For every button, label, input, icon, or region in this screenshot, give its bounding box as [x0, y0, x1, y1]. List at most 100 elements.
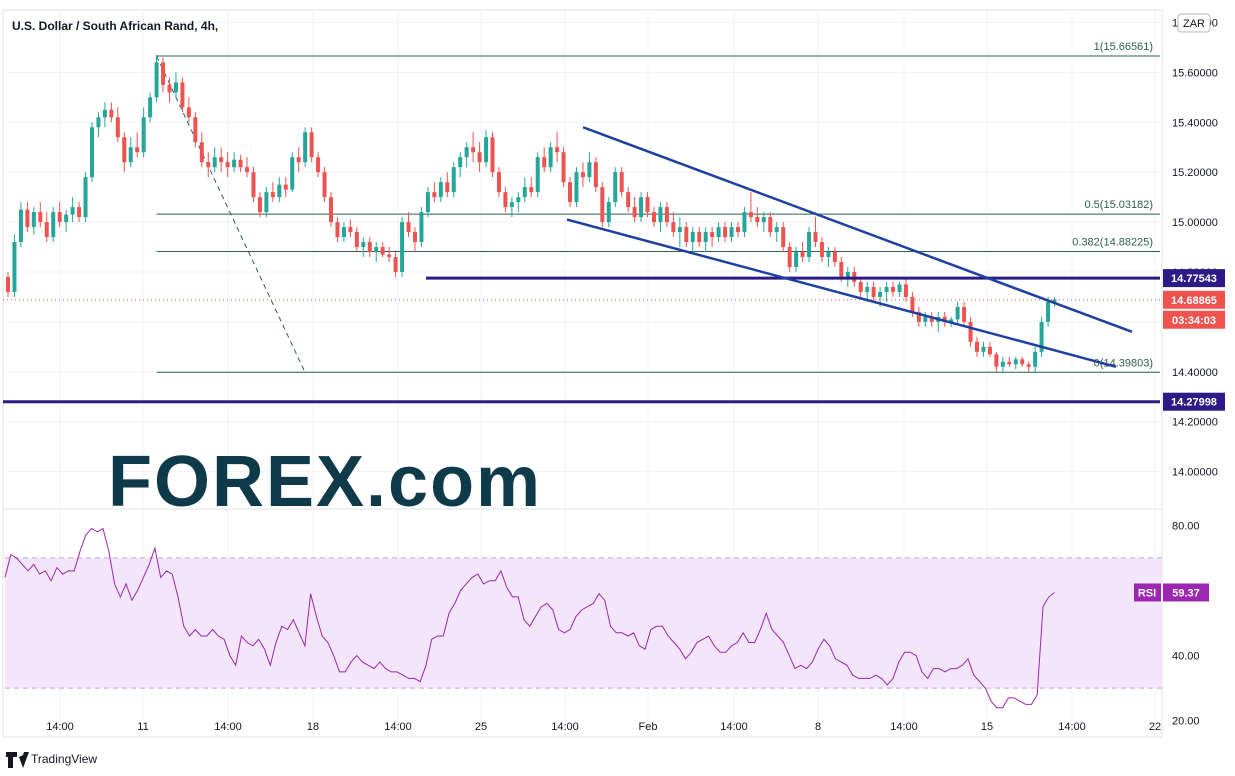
fib-level-label: 0(14.39803)	[1094, 357, 1153, 369]
fibonacci-retracement: 1(15.66561) 0.5(15.03182) 0.382(14.88225) 0…	[156, 41, 1160, 373]
candle-body	[949, 319, 954, 322]
time-tick-label: 11	[137, 721, 148, 733]
candle-body	[161, 62, 166, 85]
candle-body	[44, 222, 49, 238]
currency-badge-box[interactable]	[1177, 13, 1211, 33]
candle-body	[251, 172, 256, 198]
candle-body	[458, 157, 463, 168]
candle-body	[18, 209, 23, 243]
candle-body	[619, 172, 624, 193]
candle-body	[716, 227, 721, 238]
rsi-band	[5, 557, 1162, 689]
candle-body	[154, 62, 159, 98]
candle-body	[774, 227, 779, 233]
candle-body	[884, 286, 889, 292]
fib-level-label: 0.5(15.03182)	[1085, 199, 1154, 211]
candle-body	[639, 197, 644, 218]
candle-body	[393, 257, 398, 272]
candle-body	[25, 209, 30, 228]
candle-body	[671, 222, 676, 233]
candle-body	[723, 227, 728, 238]
candle-body	[987, 346, 992, 355]
candle-body	[871, 286, 876, 297]
candle-body	[548, 147, 553, 168]
candle-body	[555, 147, 560, 153]
time-tick-label: 14:00	[720, 721, 748, 733]
candle-body	[781, 227, 786, 248]
candle-body	[238, 159, 243, 168]
candle-body	[1026, 364, 1031, 367]
watermark-text: FOREX.com	[108, 442, 542, 522]
candle-body	[180, 82, 185, 108]
candle-body	[212, 157, 217, 168]
candle-body	[632, 207, 637, 218]
candle-body	[794, 252, 799, 267]
candle-body	[910, 296, 915, 312]
candle-body	[1000, 361, 1005, 367]
candle-body	[257, 197, 262, 213]
candle-body	[858, 281, 863, 292]
candle-body	[89, 127, 94, 178]
price-tick-label: 14.40000	[1172, 367, 1218, 379]
candle-body	[406, 222, 411, 233]
candle-body	[690, 232, 695, 243]
candle-body	[206, 162, 211, 168]
candle-body	[916, 311, 921, 322]
candle-body	[309, 132, 314, 158]
candle-body	[64, 214, 69, 223]
candle-body	[419, 212, 424, 243]
candle-body	[400, 222, 405, 272]
candle-body	[729, 227, 734, 238]
candle-body	[710, 232, 715, 238]
candle-body	[451, 167, 456, 193]
candle-body	[445, 182, 450, 193]
candle-body	[968, 321, 973, 342]
candle-body	[535, 157, 540, 193]
tradingview-label: TradingView	[31, 752, 97, 766]
rsi-name-label: RSI	[1138, 587, 1156, 599]
candle-body	[658, 207, 663, 223]
tradingview-branding[interactable]: TradingView	[6, 752, 97, 768]
support-tag-box	[1163, 392, 1225, 411]
time-tick-label: 14:00	[384, 721, 412, 733]
candle-body	[645, 197, 650, 213]
chart-title: U.S. Dollar / South African Rand, 4h,	[12, 19, 218, 33]
rsi-value-box	[1163, 583, 1209, 602]
price-tick-label: 15.60000	[1172, 67, 1218, 79]
last-price-tag-label: 14.68865	[1171, 295, 1217, 307]
candle-body	[664, 207, 669, 223]
candle-body	[587, 162, 592, 178]
candle-body	[839, 261, 844, 277]
candle-body	[341, 227, 346, 238]
last-price-tag-box	[1163, 290, 1225, 309]
candle-body	[697, 232, 702, 243]
candle-body	[529, 187, 534, 193]
countdown-tag: 03:34:03	[1163, 310, 1225, 329]
fib-trend-line	[156, 55, 306, 373]
candle-body	[348, 227, 353, 233]
candle-body	[438, 182, 443, 198]
candle-body	[109, 109, 114, 118]
candle-body	[219, 157, 224, 163]
candle-body	[509, 202, 514, 208]
candle-body	[832, 252, 837, 262]
candle-body	[12, 242, 17, 292]
candle-body	[141, 117, 146, 153]
resistance-tag: 14.77543	[1163, 269, 1225, 288]
rsi-tick-label: 20.00	[1172, 716, 1200, 728]
price-tick-label: 15.20000	[1172, 167, 1218, 179]
candle-body	[173, 82, 178, 93]
candle-body	[148, 97, 153, 118]
candle-body	[684, 227, 689, 243]
candle-body	[270, 192, 275, 198]
time-tick-label: 15	[981, 721, 993, 733]
candle-body	[735, 227, 740, 233]
candle-body	[1046, 301, 1051, 322]
candle-body	[813, 232, 818, 243]
resistance-tag-box	[1163, 269, 1225, 288]
price-tick-label: 14.20000	[1172, 417, 1218, 429]
candle-body	[464, 147, 469, 158]
candle-body	[1033, 351, 1038, 367]
candle-body	[31, 212, 36, 228]
